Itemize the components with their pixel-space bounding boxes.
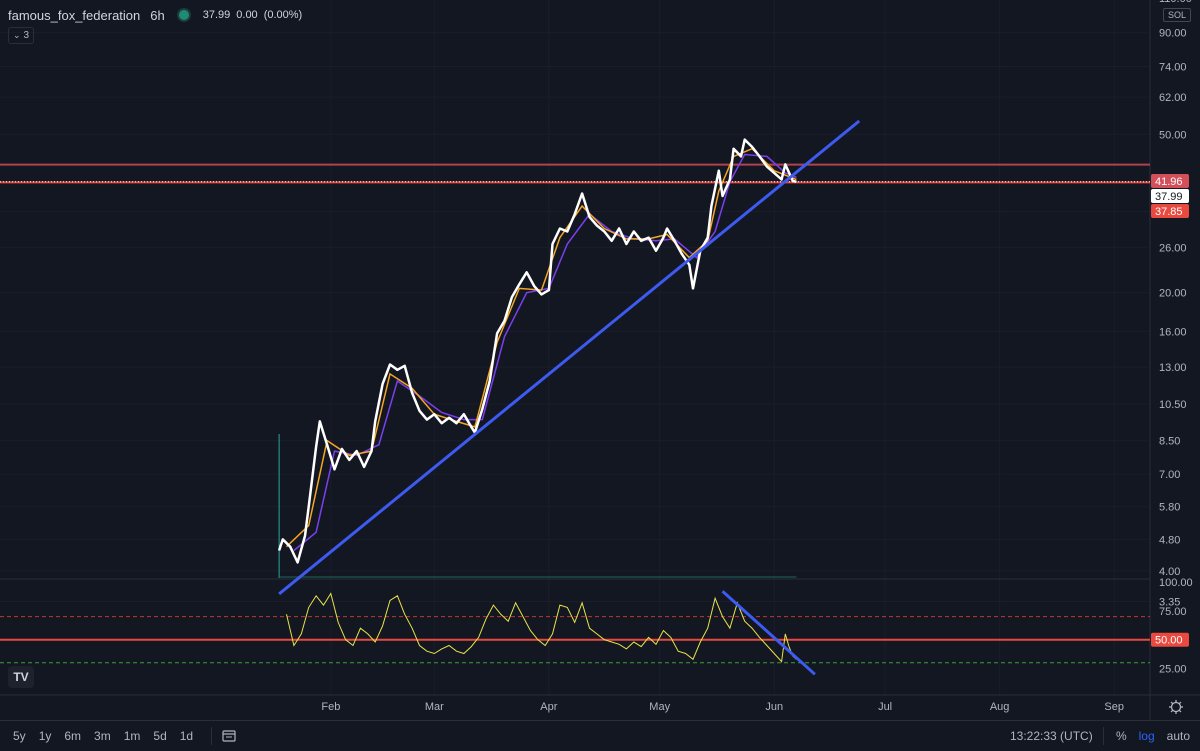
chevron-down-icon: ⌄ xyxy=(13,30,21,40)
price-label-text: 37.99 xyxy=(1155,191,1183,203)
price-axis-tick: 110.00 xyxy=(1159,0,1192,5)
price-axis-tick: 74.00 xyxy=(1159,62,1187,74)
gear-icon-tooth xyxy=(1178,701,1182,705)
time-axis-label: Jul xyxy=(878,701,892,713)
range-1y[interactable]: 1y xyxy=(38,729,52,743)
price-axis-tick: 10.50 xyxy=(1159,399,1187,411)
divider xyxy=(211,727,213,745)
price-line xyxy=(277,138,797,564)
price-axis-tick: 3.35 xyxy=(1159,597,1180,609)
gear-icon-tooth xyxy=(1170,709,1174,713)
price-axis-tick: 20.00 xyxy=(1159,288,1187,300)
rsi-axis-tick: 25.00 xyxy=(1159,664,1187,676)
gear-icon-tooth xyxy=(1170,701,1174,705)
last-price: 37.99 xyxy=(202,9,231,21)
auto-scale-toggle[interactable]: auto xyxy=(1166,729,1190,743)
currency-badge[interactable]: SOL xyxy=(1163,8,1191,22)
percent-scale-toggle[interactable]: % xyxy=(1115,729,1127,743)
time-axis-label: Feb xyxy=(321,701,340,713)
range-selector: 5y 1y 6m 3m 1m 5d 1d xyxy=(6,729,199,743)
utc-clock[interactable]: 13:22:33 (UTC) xyxy=(1010,721,1093,751)
price-axis-tick: 8.50 xyxy=(1159,436,1180,448)
symbol-legend[interactable]: famous_fox_federation 6h 37.99 0.00 (0.0… xyxy=(8,6,302,24)
time-axis-label: Sep xyxy=(1104,701,1124,713)
price-change-percent: (0.00%) xyxy=(263,9,303,21)
price-axis-tick: 5.80 xyxy=(1159,502,1180,514)
rsi-label-box xyxy=(1151,632,1189,647)
price-change: 0.00 xyxy=(236,9,258,21)
price-axis-tick: 90.00 xyxy=(1159,28,1187,40)
range-6m[interactable]: 6m xyxy=(64,729,82,743)
market-status-dot xyxy=(178,10,189,20)
ma-slow-line xyxy=(293,153,797,552)
clock-text: 13:22:33 (UTC) xyxy=(1010,729,1093,743)
scale-controls: % log auto xyxy=(1104,721,1190,751)
rsi-trendline[interactable] xyxy=(721,590,816,676)
price-axis-tick: 26.00 xyxy=(1159,242,1187,254)
range-1m[interactable]: 1m xyxy=(123,729,141,743)
tradingview-logo[interactable]: TV xyxy=(8,666,34,688)
price-label-box xyxy=(1151,189,1189,203)
support-trendline[interactable] xyxy=(278,119,861,596)
time-axis-label: Jun xyxy=(765,701,783,713)
price-axis-tick: 50.00 xyxy=(1159,129,1187,141)
symbol-name[interactable]: famous_fox_federation xyxy=(8,7,141,23)
price-label-text: 41.96 xyxy=(1155,176,1183,188)
interval-label[interactable]: 6h xyxy=(150,7,165,23)
time-axis-label: May xyxy=(649,701,670,713)
range-1d[interactable]: 1d xyxy=(179,729,194,743)
log-scale-toggle[interactable]: log xyxy=(1138,729,1155,743)
range-3m[interactable]: 3m xyxy=(94,729,111,743)
rsi-axis-tick: 75.00 xyxy=(1159,606,1187,618)
indicators-toggle-button[interactable]: ⌄ 3 xyxy=(8,27,35,44)
rsi-axis-tick: 100.00 xyxy=(1159,577,1193,589)
price-label-box xyxy=(1151,174,1189,188)
range-5d[interactable]: 5d xyxy=(153,729,167,743)
rsi-line xyxy=(286,592,797,663)
logo-text: TV xyxy=(13,670,29,684)
price-axis-tick: 13.00 xyxy=(1159,362,1187,374)
calendar-range-icon[interactable] xyxy=(222,730,236,742)
time-axis-label: Aug xyxy=(990,701,1010,713)
price-axis-tick: 4.00 xyxy=(1159,566,1180,578)
gear-icon-tooth xyxy=(1178,709,1182,713)
range-5y[interactable]: 5y xyxy=(13,729,26,743)
chart-canvas[interactable]: 140.00110.0090.0074.0062.0050.0032.0026.… xyxy=(0,0,1200,720)
price-axis-tick: 62.00 xyxy=(1159,92,1187,104)
time-axis-label: Mar xyxy=(425,701,444,713)
bottom-toolbar: 5y 1y 6m 3m 1m 5d 1d 13:22:33 (UTC) % lo… xyxy=(0,720,1200,751)
divider xyxy=(1103,727,1104,745)
chart-background xyxy=(0,0,1200,720)
price-axis-tick: 4.80 xyxy=(1159,534,1180,546)
price-axis-tick: 7.00 xyxy=(1159,469,1180,481)
price-axis-tick: 16.00 xyxy=(1159,326,1187,338)
indicators-count: 3 xyxy=(23,30,30,41)
price-label-text: 37.85 xyxy=(1155,206,1183,218)
price-label-box xyxy=(1151,204,1189,218)
rsi-label-text: 50.00 xyxy=(1155,635,1183,647)
time-axis-label: Apr xyxy=(540,701,557,713)
